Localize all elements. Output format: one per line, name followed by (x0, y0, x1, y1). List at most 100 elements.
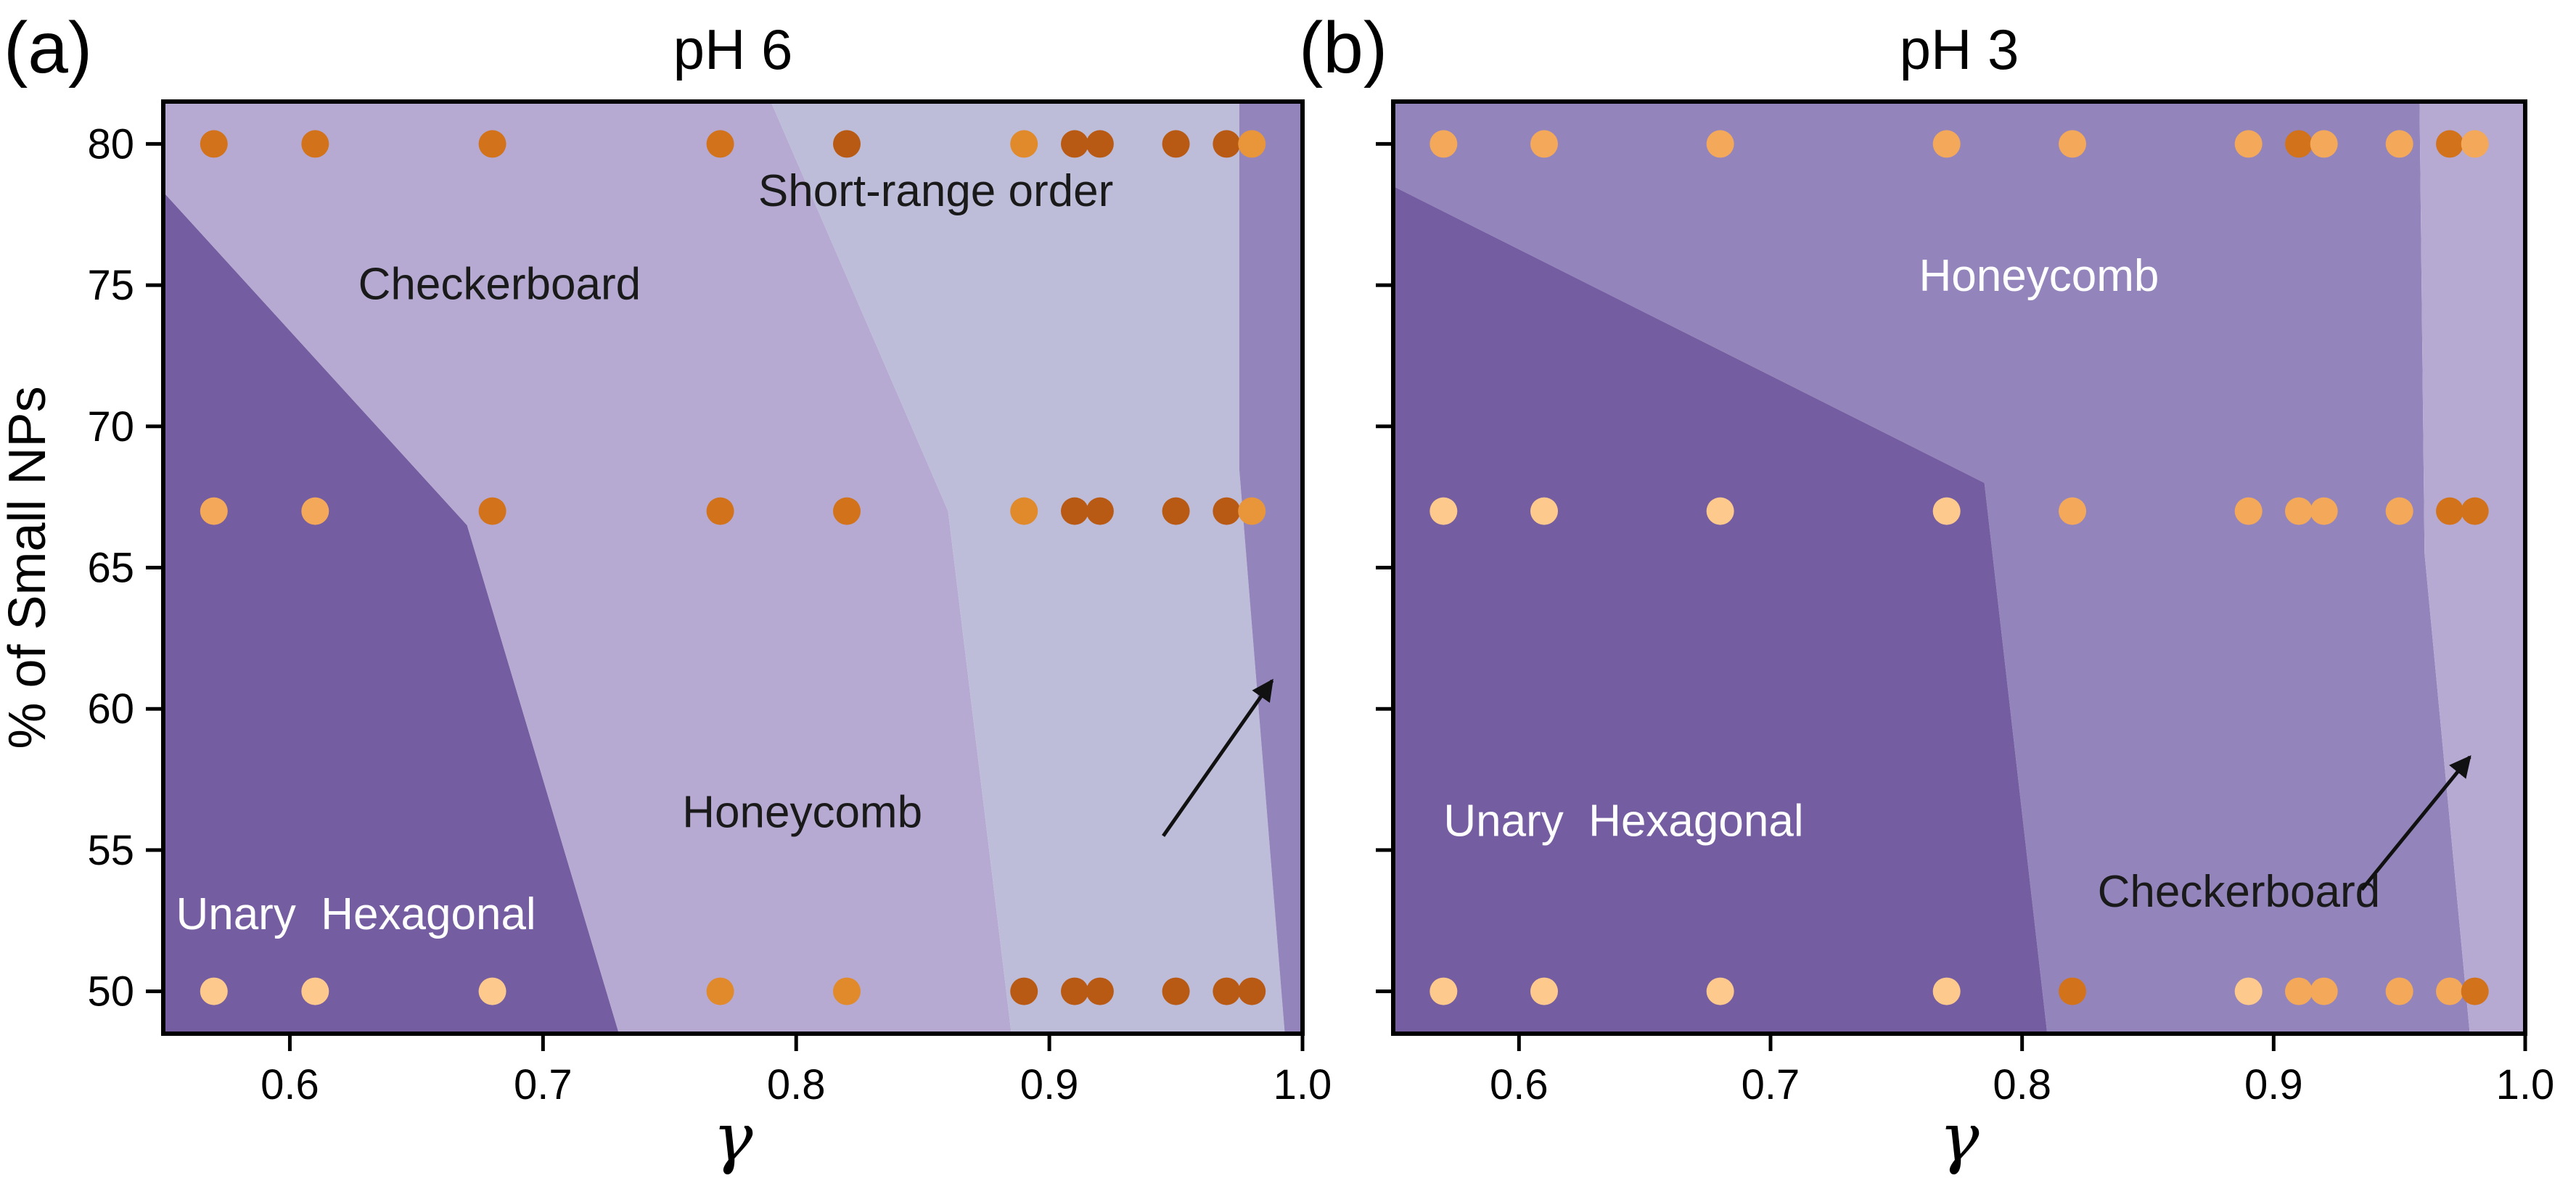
data-point (1086, 977, 1114, 1005)
data-point (1530, 497, 1558, 525)
data-point (2385, 497, 2413, 525)
data-point (1086, 497, 1114, 525)
data-point (301, 977, 329, 1005)
region-checkerboard (2419, 102, 2525, 1034)
y-axis-label: % of Small NPs (0, 386, 57, 749)
data-point (2461, 130, 2489, 158)
region-label: Honeycomb (682, 788, 922, 838)
data-point (2285, 130, 2313, 158)
panel-b: Honeycomb Unary Hexagonal Checkerboard 0.6 0… (1299, 7, 2554, 1177)
data-point (833, 130, 861, 158)
data-point (1061, 130, 1088, 158)
data-point (1932, 977, 1961, 1005)
data-point (2461, 977, 2489, 1005)
annotation-arrow (2360, 755, 2472, 891)
data-point (301, 497, 329, 525)
data-point (1010, 130, 1038, 158)
data-point (1530, 977, 1558, 1005)
panel-a: Unary Hexagonal Checkerboard Short-range o… (0, 7, 1332, 1177)
panel-title: pH 6 (673, 17, 793, 81)
data-point (1162, 497, 1190, 525)
data-point (2059, 130, 2086, 158)
data-point (1706, 497, 1734, 525)
data-point (1238, 130, 1266, 158)
y-tick-label: 65 (87, 545, 134, 592)
region-honeycomb (1239, 102, 1303, 1034)
annotation-arrow (1162, 678, 1274, 837)
region-label: Checkerboard (2098, 867, 2380, 917)
data-point (2234, 497, 2263, 525)
data-point (1932, 130, 1961, 158)
data-point (1429, 497, 1458, 525)
data-point (2310, 130, 2338, 158)
data-point (478, 497, 506, 525)
data-point (2059, 977, 2086, 1005)
x-tick-label: 1.0 (1273, 1061, 1332, 1108)
x-axis-label: γ (713, 1099, 754, 1177)
data-point (1086, 130, 1114, 158)
data-point (706, 130, 734, 158)
y-tick-label: 55 (87, 827, 134, 874)
data-point (2234, 130, 2263, 158)
data-point (2436, 977, 2464, 1005)
data-point (1238, 497, 1266, 525)
panel-label: (a) (4, 7, 92, 88)
region-short-range-order (771, 102, 1285, 1034)
data-point (478, 130, 506, 158)
y-tick-label: 60 (87, 685, 134, 733)
x-tick-label: 0.8 (1993, 1061, 2051, 1108)
x-tick-label: 0.8 (767, 1061, 826, 1108)
data-point (1706, 130, 1734, 158)
region-unary-hexagonal (163, 192, 619, 1034)
data-point (478, 977, 506, 1005)
data-point (2285, 977, 2313, 1005)
data-point (706, 977, 734, 1005)
region-label: Checkerboard (358, 260, 641, 310)
x-tick-label: 0.6 (261, 1061, 319, 1108)
data-point (1010, 497, 1038, 525)
data-point (1162, 130, 1190, 158)
data-point (2285, 497, 2313, 525)
x-axis-label: γ (1940, 1099, 1980, 1177)
data-point (2310, 497, 2338, 525)
y-tick-label: 75 (87, 262, 134, 309)
region-label: Honeycomb (1919, 251, 2159, 301)
x-tick-label: 0.9 (2244, 1061, 2303, 1108)
panel-label: (b) (1299, 7, 1387, 88)
region-label: Unary Hexagonal (176, 889, 536, 939)
data-point (1061, 497, 1088, 525)
panel-title: pH 3 (1900, 17, 2019, 81)
data-point (1238, 977, 1266, 1005)
data-point (2234, 977, 2263, 1005)
region-checkerboard (163, 102, 1012, 1034)
data-point (1162, 977, 1190, 1005)
data-point (706, 497, 734, 525)
data-point (1429, 130, 1458, 158)
y-tick-label: 80 (87, 120, 134, 168)
data-point (2436, 130, 2464, 158)
region-unary-hexagonal (1393, 186, 2048, 1034)
x-tick-label: 0.9 (1020, 1061, 1079, 1108)
x-tick-label: 0.6 (1490, 1061, 1549, 1108)
data-point (1213, 130, 1241, 158)
region-label: Short-range order (758, 166, 1113, 216)
data-point (833, 977, 861, 1005)
data-point (200, 497, 228, 525)
data-point (1429, 977, 1458, 1005)
data-point (2310, 977, 2338, 1005)
data-point (200, 977, 228, 1005)
data-point (2385, 130, 2413, 158)
data-point (833, 497, 861, 525)
data-point (2436, 497, 2464, 525)
y-tick-label: 70 (87, 403, 134, 450)
x-tick-label: 0.7 (514, 1061, 573, 1108)
data-point (1213, 977, 1241, 1005)
data-point (1213, 497, 1241, 525)
data-point (301, 130, 329, 158)
data-point (1706, 977, 1734, 1005)
data-point (1530, 130, 1558, 158)
region-honeycomb (1393, 102, 2470, 1034)
x-tick-label: 1.0 (2496, 1061, 2555, 1108)
data-point (2385, 977, 2413, 1005)
